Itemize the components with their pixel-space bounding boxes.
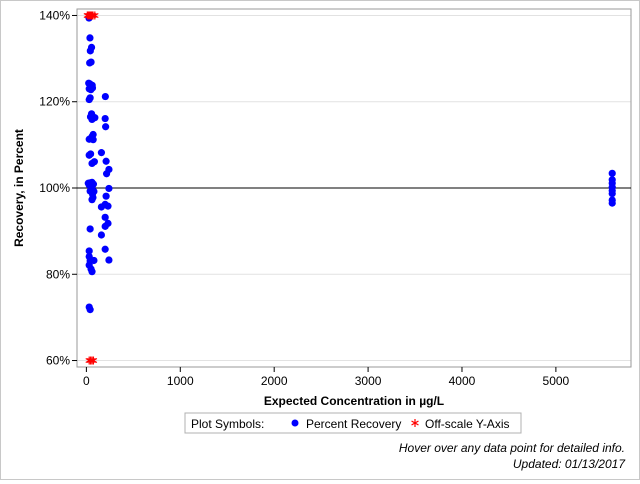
data-point[interactable]: [86, 225, 94, 233]
legend: Plot Symbols: Percent Recovery Off-scale…: [184, 412, 522, 434]
data-point[interactable]: [102, 170, 111, 178]
data-point[interactable]: [97, 149, 106, 157]
hover-note: Hover over any data point for detailed i…: [398, 441, 625, 455]
data-point[interactable]: [85, 95, 93, 104]
data-point[interactable]: [101, 92, 109, 101]
x-tick-label: 0: [83, 374, 90, 388]
data-point[interactable]: [608, 199, 616, 207]
data-point[interactable]: [88, 268, 96, 276]
x-axis: 0 1000 2000 3000 4000 5000: [83, 367, 570, 388]
data-point[interactable]: [86, 34, 94, 42]
legend-label-percent-recovery: Percent Recovery: [306, 417, 401, 431]
legend-circle-symbol: [291, 419, 299, 427]
x-tick-label: 3000: [355, 374, 382, 388]
data-point[interactable]: [90, 256, 98, 265]
data-point[interactable]: [101, 222, 109, 230]
y-tick-label: 120%: [39, 95, 70, 109]
data-point[interactable]: [87, 58, 95, 66]
data-point[interactable]: [88, 84, 97, 92]
data-points: [83, 11, 616, 365]
updated-date: Updated: 01/13/2017: [512, 457, 625, 471]
x-tick-label: 4000: [449, 374, 476, 388]
y-tick-label: 80%: [46, 267, 70, 281]
data-point[interactable]: [101, 213, 109, 221]
y-axis: 60% 80% 100% 120% 140%: [39, 8, 77, 368]
data-point[interactable]: [85, 135, 93, 143]
data-point[interactable]: [85, 181, 93, 189]
off-scale-point[interactable]: [88, 356, 96, 365]
data-point[interactable]: [102, 192, 110, 200]
data-point[interactable]: [101, 245, 109, 253]
legend-asterisk-symbol: [411, 419, 419, 427]
data-point[interactable]: [102, 157, 110, 165]
legend-label-off-scale: Off-scale Y-Axis: [425, 417, 509, 431]
x-tick-label: 5000: [543, 374, 570, 388]
data-point[interactable]: [87, 150, 95, 158]
y-axis-title: Recovery, in Percent: [12, 129, 26, 247]
x-axis-title: Expected Concentration in µg/L: [264, 394, 444, 408]
legend-box: [184, 412, 522, 434]
data-point[interactable]: [85, 247, 93, 255]
data-point[interactable]: [102, 123, 110, 131]
data-point[interactable]: [88, 115, 96, 124]
data-point[interactable]: [105, 184, 113, 193]
data-point[interactable]: [97, 231, 106, 239]
data-point[interactable]: [608, 190, 616, 198]
y-tick-label: 140%: [39, 8, 70, 22]
y-tick-label: 100%: [39, 181, 70, 195]
data-point[interactable]: [86, 306, 94, 314]
data-point[interactable]: [105, 256, 113, 264]
off-scale-point[interactable]: [91, 11, 99, 20]
data-point[interactable]: [97, 203, 106, 211]
legend-title: Plot Symbols:: [191, 417, 264, 431]
data-point[interactable]: [89, 193, 97, 202]
y-tick-label: 60%: [46, 354, 70, 368]
data-point[interactable]: [88, 159, 96, 168]
data-point[interactable]: [101, 114, 109, 123]
data-point[interactable]: [86, 47, 94, 55]
off-scale-point[interactable]: [89, 356, 98, 365]
x-tick-label: 1000: [167, 374, 194, 388]
x-tick-label: 2000: [261, 374, 288, 388]
data-point[interactable]: [608, 169, 616, 177]
data-point[interactable]: [104, 202, 112, 210]
